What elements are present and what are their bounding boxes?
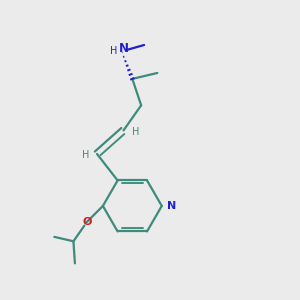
Text: N: N — [118, 42, 128, 55]
Text: H: H — [110, 46, 117, 56]
Text: N: N — [167, 201, 176, 211]
Text: H: H — [132, 127, 139, 137]
Text: H: H — [82, 150, 89, 161]
Text: O: O — [82, 217, 92, 227]
